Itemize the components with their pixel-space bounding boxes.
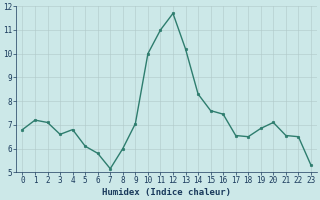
X-axis label: Humidex (Indice chaleur): Humidex (Indice chaleur)	[102, 188, 231, 197]
